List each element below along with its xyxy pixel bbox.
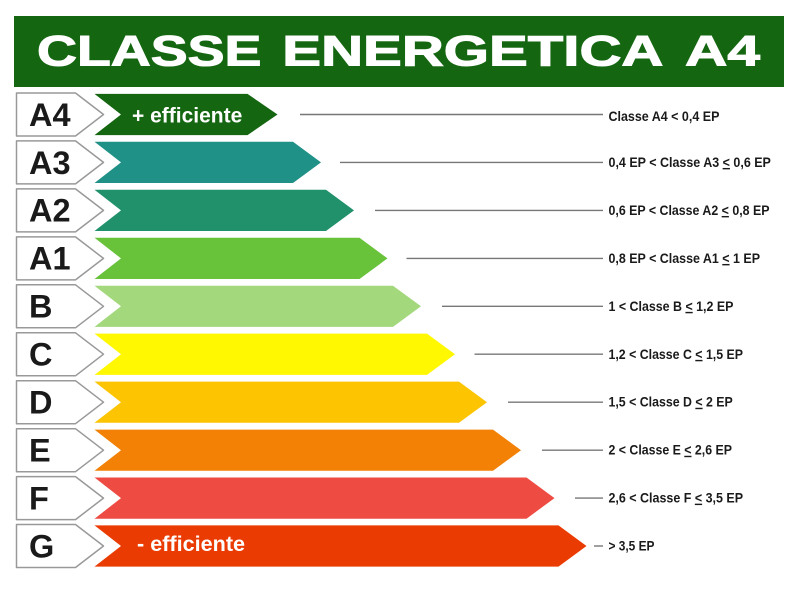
svg-text:A1: A1 xyxy=(29,241,71,277)
svg-text:B: B xyxy=(29,289,52,325)
svg-text:1,2 < Classe C < 1,5 EP: 1,2 < Classe C < 1,5 EP xyxy=(609,346,744,362)
svg-text:D: D xyxy=(29,385,52,421)
svg-text:0,4 EP < Classe A3 < 0,6 EP: 0,4 EP < Classe A3 < 0,6 EP xyxy=(609,154,771,170)
svg-text:Classe A4 < 0,4 EP: Classe A4 < 0,4 EP xyxy=(609,108,720,124)
svg-text:A3: A3 xyxy=(29,145,71,181)
svg-text:2 < Classe E < 2,6 EP: 2 < Classe E < 2,6 EP xyxy=(609,442,733,458)
svg-text:ENERGETICA: ENERGETICA xyxy=(282,27,663,75)
svg-text:E: E xyxy=(29,433,51,469)
svg-text:> 3,5 EP: > 3,5 EP xyxy=(609,537,655,553)
svg-text:+ efficiente: + efficiente xyxy=(132,104,242,127)
svg-text:G: G xyxy=(29,528,54,564)
svg-text:A4: A4 xyxy=(685,26,760,74)
svg-text:- efficiente: - efficiente xyxy=(137,532,245,556)
svg-text:A4: A4 xyxy=(29,97,71,133)
svg-text:0,6 EP < Classe A2 < 0,8 EP: 0,6 EP < Classe A2 < 0,8 EP xyxy=(609,202,770,218)
svg-text:C: C xyxy=(29,337,52,373)
svg-text:1,5 < Classe D < 2 EP: 1,5 < Classe D < 2 EP xyxy=(609,394,733,410)
svg-text:CLASSE: CLASSE xyxy=(37,26,261,75)
svg-text:0,8 EP < Classe A1 < 1 EP: 0,8 EP < Classe A1 < 1 EP xyxy=(609,250,761,266)
svg-text:A2: A2 xyxy=(29,193,71,229)
svg-text:1 < Classe B < 1,2 EP: 1 < Classe B < 1,2 EP xyxy=(609,298,734,314)
svg-text:F: F xyxy=(29,480,49,516)
svg-text:2,6 < Classe F < 3,5 EP: 2,6 < Classe F < 3,5 EP xyxy=(609,490,744,506)
